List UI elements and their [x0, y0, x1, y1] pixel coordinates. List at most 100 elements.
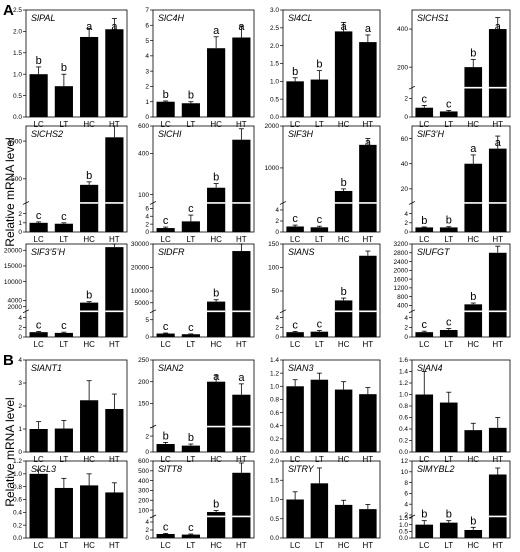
y-tick-label: 1000 — [265, 165, 280, 172]
x-tick-label: HT — [109, 541, 120, 550]
y-tick-label: 500 — [138, 468, 149, 475]
panel-letter-b: B — [3, 352, 14, 369]
bar-lc — [286, 332, 304, 337]
y-tick-label: 1.2 — [13, 458, 22, 465]
x-tick-label: LT — [60, 120, 69, 129]
y-tick-label: 2000 — [265, 123, 280, 130]
x-tick-label: LT — [60, 541, 69, 550]
chart-title: SlTRY — [288, 464, 315, 474]
plot-frame — [282, 243, 381, 338]
significance-letter: c — [292, 319, 298, 331]
significance-letter: c — [163, 215, 169, 227]
y-tick-label: 1000 — [8, 138, 23, 145]
bar-hc — [207, 187, 226, 232]
y-tick-label: 10000 — [131, 288, 149, 295]
significance-letter: a — [111, 255, 118, 267]
significance-letter: b — [213, 172, 219, 184]
bar-ht — [488, 29, 507, 118]
x-tick-label: HT — [492, 120, 503, 129]
x-tick-label: HT — [492, 541, 503, 550]
significance-letter: b — [213, 288, 219, 300]
significance-letter: a — [213, 25, 220, 37]
y-tick-label: 2 — [145, 527, 149, 534]
x-tick-label: HT — [363, 340, 374, 349]
y-tick-label: 0.2 — [13, 522, 22, 529]
bar-lc — [415, 524, 434, 538]
y-tick-label: 4 — [145, 519, 149, 526]
significance-letter: b — [213, 499, 219, 511]
bar-lc — [415, 394, 434, 452]
y-tick-label: 2400 — [394, 259, 409, 266]
chart-panel-slchs1: 0 2 200 400 c LC c LT b HC a HT SlCHS1 — [397, 9, 511, 129]
x-tick-label: LT — [60, 455, 69, 464]
y-tick-label: 60 — [401, 136, 409, 143]
chart-panel-slgl3: 0.0 0.2 0.4 0.6 0.8 1.0 1.2 LC LT HC HT SlGL3 — [13, 458, 128, 550]
bar-lc — [286, 226, 304, 232]
chart-title: SlPAL — [31, 13, 55, 23]
y-tick-label: 2 — [18, 325, 22, 332]
chart-panel-sldfr: 0 5 5000 10000 20000 30000 c LC c LT b HC a HT SlDFR — [131, 241, 255, 349]
x-tick-label: HC — [83, 541, 95, 550]
y-tick-label: 400 — [138, 151, 149, 158]
bar-ht — [105, 137, 124, 232]
bar-lt — [439, 402, 458, 452]
chart-title: SlAN4 — [417, 363, 443, 373]
chart-title: SlGL3 — [31, 464, 56, 474]
bar-lt — [439, 227, 458, 232]
plot-frame — [282, 125, 381, 233]
bar-lt — [310, 79, 329, 117]
chart-panel-slan2: 0 2 150 200 250 b LC b LT a HC a HT SlAN2 — [138, 357, 255, 464]
y-tick-label: 200 — [397, 64, 408, 71]
significance-letter: a — [238, 372, 245, 384]
bar-ht — [359, 144, 377, 232]
y-tick-label: 0.6 — [13, 497, 22, 504]
bar-hc — [464, 430, 483, 452]
chart-panel-slans: 0 2 4 50 100 150 c LC c LT b HC a HT SlANS — [268, 241, 381, 349]
chart-panel-sl4cl: 0.0 0.5 1.0 1.5 2.0 2.5 3.0 b LC b LT a HC a HT Sl4CL — [270, 7, 381, 129]
y-tick-label: 0.0 — [13, 535, 22, 542]
x-tick-label: LC — [161, 340, 171, 349]
x-tick-label: HC — [467, 340, 479, 349]
x-tick-label: LC — [34, 235, 44, 244]
y-tick-label: 1.0 — [399, 522, 408, 529]
significance-letter: b — [188, 90, 194, 102]
y-tick-label: 400 — [138, 478, 149, 485]
y-tick-label: 0.0 — [399, 535, 408, 542]
bar-ht — [105, 247, 124, 337]
y-tick-label: 12 — [401, 458, 409, 465]
y-tick-label: 400 — [397, 26, 408, 33]
bar-hc — [80, 184, 99, 232]
y-tick-label: 1.6 — [399, 357, 408, 364]
significance-letter: b — [341, 177, 347, 189]
chart-title: SlC4H — [158, 13, 185, 23]
y-tick-label: 1.2 — [399, 380, 408, 387]
y-tick-label: 4 — [18, 357, 22, 364]
significance-letter: c — [188, 522, 194, 534]
y-tick-label: 1 — [18, 220, 22, 227]
bar-ht — [105, 408, 124, 452]
bar-lc — [156, 533, 175, 538]
y-tick-label: 1.0 — [13, 71, 22, 78]
x-tick-label: LT — [187, 235, 196, 244]
significance-letter: c — [422, 93, 428, 105]
y-tick-label: 2 — [404, 220, 408, 227]
y-axis-label-b: Relative mRNA level — [3, 397, 17, 506]
x-tick-label: HT — [363, 455, 374, 464]
bar-ht — [359, 255, 377, 337]
y-tick-label: 1.0 — [399, 392, 408, 399]
y-tick-label: 0 — [145, 229, 149, 236]
y-tick-label: 0 — [18, 229, 22, 236]
bar-hc — [464, 529, 483, 538]
y-tick-label: 0.8 — [399, 403, 408, 410]
y-tick-label: 2 — [18, 211, 22, 218]
y-tick-label: 50 — [272, 288, 280, 295]
chart-title: SlCHS1 — [417, 13, 449, 23]
bar-lc — [29, 429, 48, 452]
bar-lc — [156, 228, 175, 232]
x-tick-label: HC — [210, 541, 222, 550]
x-tick-label: HC — [338, 455, 350, 464]
bar-ht — [359, 509, 377, 538]
plot-frame — [152, 359, 255, 453]
